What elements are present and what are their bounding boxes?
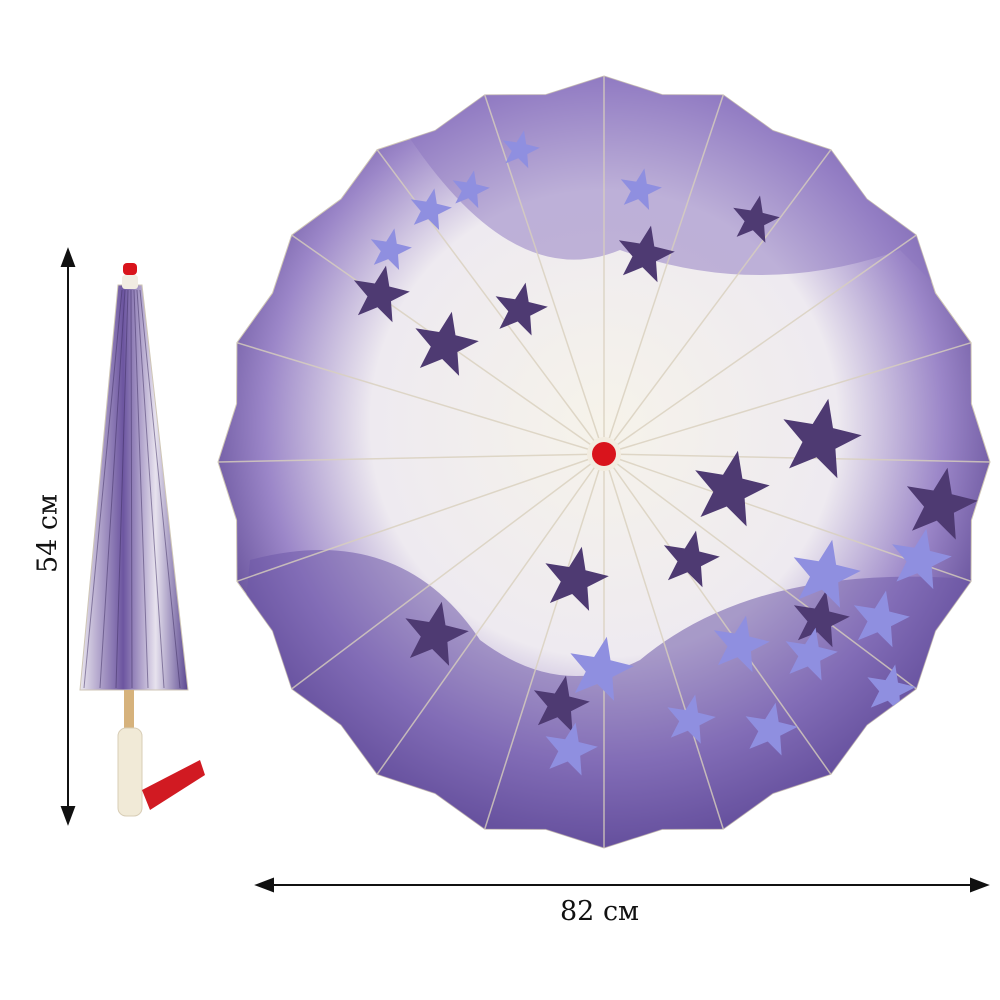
flower [892, 528, 952, 590]
width-arrow-left [254, 877, 274, 893]
flower [415, 311, 479, 376]
flower [853, 590, 910, 648]
umbrella-rib [236, 453, 605, 582]
dimension-arrows [60, 247, 990, 893]
umbrella-rib [236, 342, 605, 455]
flower [370, 228, 412, 270]
umbrella-rib [603, 342, 972, 455]
umbrella-rib [291, 453, 605, 690]
flower [410, 188, 452, 230]
closed-fold [83, 289, 123, 689]
umbrella-rib [603, 94, 724, 455]
closed-fold [115, 289, 129, 689]
height-arrow-top [60, 247, 76, 267]
closed-top-cap [122, 275, 138, 289]
width-label: 82 см [560, 896, 640, 927]
flower [783, 398, 862, 479]
closed-shaft [124, 690, 134, 730]
umbrella-rib [603, 234, 917, 455]
umbrella-rib [603, 453, 724, 830]
closed-fold [139, 289, 181, 689]
flower [502, 130, 540, 169]
flower [545, 722, 598, 776]
flower [793, 590, 850, 648]
flower [533, 675, 590, 733]
flower [785, 627, 838, 681]
closed-fold [99, 289, 126, 689]
flower [495, 282, 548, 336]
flower [545, 546, 609, 611]
flower [618, 225, 675, 283]
flower [570, 636, 634, 701]
flower [713, 615, 770, 673]
flower [906, 467, 978, 540]
umbrella-rib [218, 453, 605, 463]
closed-umbrella [79, 263, 205, 817]
width-arrow-right [970, 877, 990, 893]
flower [745, 702, 798, 756]
flower [620, 168, 662, 210]
height-arrow-bottom [60, 806, 76, 826]
height-label: 54 см [32, 493, 64, 574]
closed-fold [130, 289, 133, 689]
umbrella-rib [376, 453, 605, 775]
open-umbrella [217, 75, 991, 849]
purple-wash-bottom [220, 550, 990, 848]
umbrella-rib [603, 453, 832, 775]
closed-fold [136, 289, 165, 689]
flower [667, 694, 716, 744]
flower [733, 195, 780, 243]
red-top-knob [592, 442, 616, 466]
closed-canopy [79, 284, 189, 691]
flower [793, 539, 861, 608]
flower [663, 530, 720, 588]
flower [452, 170, 490, 209]
closed-fold [133, 289, 149, 689]
umbrella-rib [603, 149, 832, 455]
red-tassel [142, 760, 205, 810]
flower [353, 265, 410, 323]
flower [405, 601, 469, 666]
umbrella-rib [484, 453, 605, 830]
umbrella-rib [484, 94, 605, 455]
umbrella-rib [603, 453, 917, 690]
closed-red-tip [123, 263, 137, 275]
flower-pattern [353, 130, 978, 776]
flower [695, 450, 770, 527]
closed-handle [117, 727, 143, 817]
flower [867, 664, 916, 714]
